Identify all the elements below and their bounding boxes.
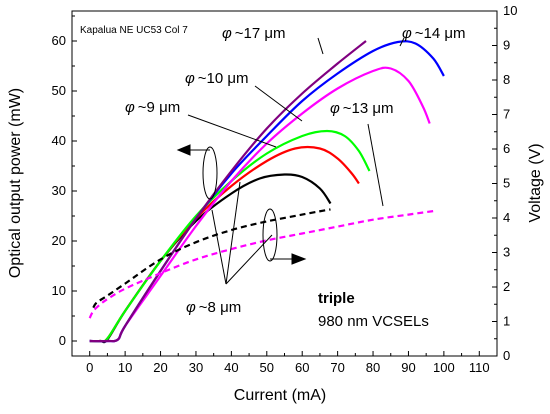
- annot-d14: φ ~14 μm: [402, 25, 466, 42]
- x-tick-label: 0: [86, 360, 93, 375]
- x-axis-ticks: 0 10 20 30 40 50 60 70 80 90 100 110: [71, 351, 498, 375]
- y-left-tick-label: 30: [52, 183, 66, 198]
- annot-d9: φ ~9 μm: [125, 99, 180, 116]
- y-right-tick-label: 3: [503, 245, 510, 260]
- sample-label: Kapalua NE UC53 Col 7: [80, 25, 188, 36]
- diameter-annotations: φ ~17 μm φ ~14 μm φ ~10 μm φ ~9 μm φ ~13 μm φ…: [125, 25, 466, 316]
- right-arrow-icon: [291, 253, 307, 265]
- x-tick-label: 70: [330, 360, 344, 375]
- leader-d13: [367, 123, 384, 207]
- leader-d8a: [225, 181, 241, 285]
- x-tick-label: 80: [366, 360, 380, 375]
- x-tick-label: 40: [224, 360, 238, 375]
- note-line1: triple: [318, 290, 355, 307]
- leader-d8b: [211, 209, 227, 285]
- leader-d14: [399, 37, 405, 47]
- x-tick-label: 20: [153, 360, 167, 375]
- y-right-tick-label: 2: [503, 279, 510, 294]
- x-tick-label: 10: [118, 360, 132, 375]
- series-lines: [88, 40, 445, 344]
- y-right-axis-title: Voltage (V): [527, 143, 544, 222]
- y-right-axis-ticks: 0 1 2 3 4 5 6 7 8 9 10: [492, 3, 517, 363]
- y-right-tick-label: 10: [503, 3, 517, 18]
- x-tick-label: 100: [433, 360, 455, 375]
- y-left-tick-label: 40: [52, 133, 66, 148]
- x-tick-label: 50: [260, 360, 274, 375]
- y-right-tick-label: 0: [503, 348, 510, 363]
- leader-d10: [254, 85, 303, 122]
- annot-d8: φ ~8 μm: [186, 299, 241, 316]
- note-line2: 980 nm VCSELs: [318, 313, 429, 330]
- voltage-line-d13: [88, 210, 434, 319]
- leader-d9: [187, 114, 277, 148]
- y-left-tick-label: 50: [52, 83, 66, 98]
- left-arrow-icon: [176, 144, 191, 156]
- power-axis-indicator: [176, 144, 218, 200]
- y-right-tick-label: 5: [503, 176, 510, 191]
- y-left-axis-title: Optical output power (mW): [7, 88, 24, 278]
- annot-d13: φ ~13 μm: [330, 100, 394, 117]
- y-right-tick-label: 9: [503, 38, 510, 53]
- y-right-tick-label: 8: [503, 72, 510, 87]
- annotation-leaders: [187, 37, 405, 285]
- annot-d10: φ ~10 μm: [185, 70, 249, 87]
- x-tick-label: 90: [401, 360, 415, 375]
- y-right-tick-label: 1: [503, 314, 510, 329]
- y-left-tick-label: 0: [59, 333, 66, 348]
- voltage-line-d8: [92, 208, 331, 309]
- y-right-tick-label: 4: [503, 210, 510, 225]
- x-axis-title: Current (mA): [234, 387, 326, 404]
- y-left-tick-label: 20: [52, 233, 66, 248]
- leader-d17: [317, 37, 324, 55]
- annot-d17: φ ~17 μm: [222, 25, 286, 42]
- x-tick-label: 30: [189, 360, 203, 375]
- y-right-tick-label: 6: [503, 141, 510, 156]
- y-left-axis-ticks: 0 10 20 30 40 50 60: [52, 15, 77, 348]
- voltage-axis-indicator: [262, 208, 307, 265]
- leader-d8c: [225, 234, 273, 285]
- x-tick-label: 110: [469, 360, 490, 375]
- y-left-tick-label: 60: [52, 33, 66, 48]
- y-right-tick-label: 7: [503, 107, 510, 122]
- power-line-d17: [89, 40, 367, 343]
- plot-frame: [71, 10, 498, 357]
- y-left-tick-label: 10: [52, 283, 66, 298]
- x-tick-label: 60: [295, 360, 309, 375]
